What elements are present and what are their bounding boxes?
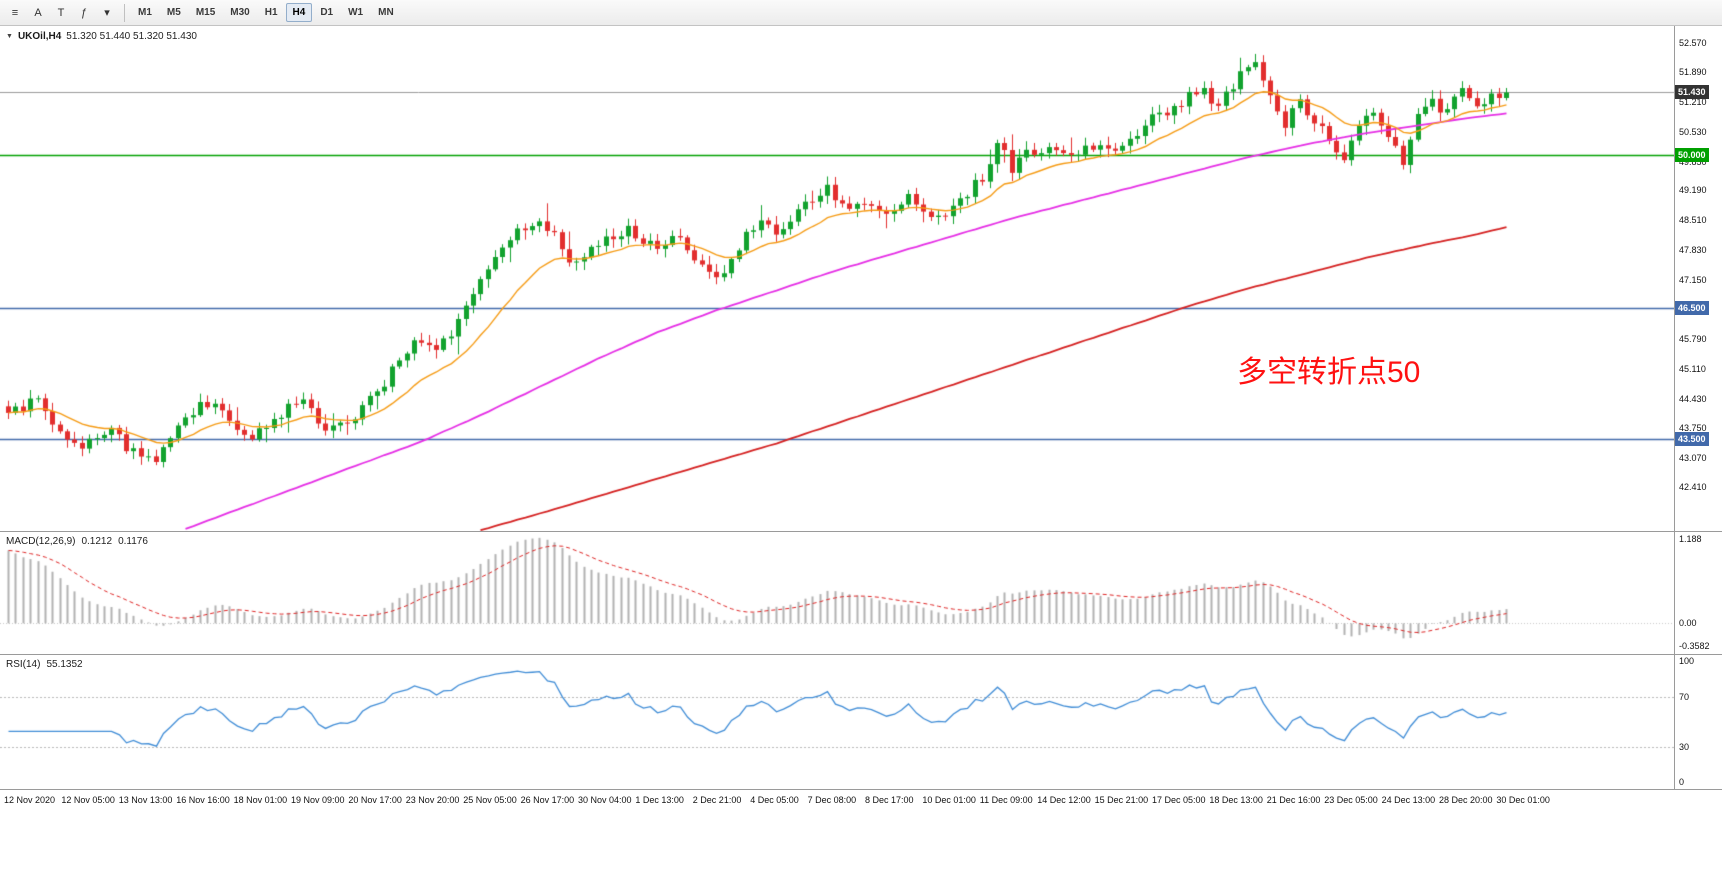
toolbar: ≡ A T ƒ ▾ M1 M5 M15 M30 H1 H4 D1 W1 MN <box>0 0 1722 26</box>
time-axis-label: 15 Dec 21:00 <box>1094 795 1149 805</box>
macd-name: MACD(12,26,9) <box>6 536 76 547</box>
macd-indicator-chart[interactable] <box>0 532 1674 653</box>
axis-tick-label: 1.188 <box>1679 534 1702 544</box>
axis-tick-label: 52.570 <box>1679 37 1707 48</box>
axis-tick-label: 0.00 <box>1679 618 1697 629</box>
time-axis-label: 10 Dec 01:00 <box>922 795 976 805</box>
timeframe-h1-button[interactable]: H1 <box>258 3 285 22</box>
rsi-indicator-label: RSI(14) 55.1352 <box>6 659 83 670</box>
toolbar-separator <box>124 3 125 22</box>
axis-tick-label: 44.430 <box>1679 393 1707 404</box>
time-axis-label: 14 Dec 12:00 <box>1037 795 1091 805</box>
macd-main-value: 0.1212 <box>81 536 113 547</box>
axis-tick-label: 100 <box>1679 656 1695 666</box>
time-axis-label: 1 Dec 13:00 <box>635 795 684 805</box>
time-axis-label: 24 Dec 13:00 <box>1381 795 1436 805</box>
time-axis-label: 7 Dec 08:00 <box>807 795 857 805</box>
axis-tick-label: 50.530 <box>1679 126 1707 137</box>
time-axis[interactable]: 12 Nov 2020 12 Nov 05:00 13 Nov 13:00 16 No… <box>0 789 1722 812</box>
time-axis-label: 21 Dec 16:00 <box>1266 795 1321 805</box>
macd-signal-value: 0.1176 <box>118 536 148 547</box>
time-axis-label: 19 Nov 09:00 <box>291 795 345 805</box>
level-badge-46500: 46.500 <box>1675 301 1709 315</box>
time-axis-label: 16 Nov 16:00 <box>176 795 230 805</box>
text-frame-icon[interactable]: T <box>50 3 72 23</box>
ohlc-values: 51.320 51.440 51.320 51.430 <box>66 31 197 42</box>
rsi-value: 55.1352 <box>46 659 83 670</box>
time-axis-label: 13 Nov 13:00 <box>118 795 173 805</box>
dropdown-caret-icon[interactable]: ▾ <box>96 3 118 23</box>
axis-tick-label: -0.3582 <box>1679 641 1710 651</box>
time-axis-label: 18 Nov 01:00 <box>233 795 288 805</box>
collapse-icon[interactable]: ▼ <box>6 33 13 40</box>
time-axis-label: 2 Dec 21:00 <box>692 795 742 805</box>
panel-separator-macd[interactable] <box>0 531 1722 532</box>
drawing-tools-group: ≡ A T ƒ ▾ <box>4 3 118 23</box>
axis-tick-label: 30 <box>1679 741 1690 752</box>
time-axis-label: 8 Dec 17:00 <box>865 795 914 805</box>
time-axis-label: 12 Nov 05:00 <box>61 795 115 805</box>
time-axis-label: 17 Dec 05:00 <box>1152 795 1206 805</box>
time-axis-label: 23 Nov 20:00 <box>405 795 460 805</box>
panel-separator-rsi[interactable] <box>0 654 1722 655</box>
price-axis[interactable]: 51.430 50.000 46.500 43.500 52.570 51.890… <box>1674 26 1722 789</box>
time-axis-label: 30 Dec 01:00 <box>1496 795 1550 805</box>
axis-tick-label: 70 <box>1679 691 1690 702</box>
macd-indicator-label: MACD(12,26,9) 0.1212 0.1176 <box>6 536 148 547</box>
axis-tick-label: 47.830 <box>1679 244 1707 255</box>
timeframe-h4-button[interactable]: H4 <box>285 3 313 22</box>
chart-cursor-icon[interactable]: ≡ <box>4 3 26 23</box>
axis-tick-label: 51.210 <box>1679 97 1707 108</box>
time-axis-label: 20 Nov 17:00 <box>348 795 402 805</box>
timeframe-d1-button[interactable]: D1 <box>313 3 340 22</box>
axis-tick-label: 43.070 <box>1679 452 1707 463</box>
axis-tick-label: 47.150 <box>1679 274 1707 285</box>
timeframe-mn-button[interactable]: MN <box>371 3 401 22</box>
time-axis-label: 30 Nov 04:00 <box>578 795 632 805</box>
level-badge-43500: 43.500 <box>1675 432 1709 447</box>
timeframe-w1-button[interactable]: W1 <box>341 3 370 22</box>
axis-tick-label: 51.890 <box>1679 67 1707 78</box>
indicators-icon[interactable]: ƒ <box>73 3 95 23</box>
time-axis-label: 11 Dec 09:00 <box>979 795 1033 805</box>
rsi-indicator-chart[interactable] <box>0 655 1674 788</box>
axis-tick-label: 42.410 <box>1679 481 1707 492</box>
rsi-name: RSI(14) <box>6 659 41 670</box>
time-axis-label: 23 Dec 05:00 <box>1324 795 1378 805</box>
timeframe-m1-button[interactable]: M1 <box>131 3 159 22</box>
time-axis-label: 12 Nov 2020 <box>4 795 56 805</box>
time-axis-label: 4 Dec 05:00 <box>750 795 799 805</box>
timeframe-toolbar: M1 M5 M15 M30 H1 H4 D1 W1 MN <box>131 3 401 22</box>
time-axis-label: 26 Nov 17:00 <box>520 795 575 805</box>
chart-annotation[interactable]: 多空转折点50 <box>1237 356 1421 389</box>
timeframe-m30-button[interactable]: M30 <box>223 3 256 22</box>
axis-tick-label: 48.510 <box>1679 215 1707 226</box>
level-badge-50000: 50.000 <box>1675 147 1709 162</box>
chart-title: ▼ UKOil,H4 51.320 51.440 51.320 51.430 <box>6 31 197 42</box>
axis-tick-label: 43.750 <box>1679 423 1707 434</box>
time-axis-label: 25 Nov 05:00 <box>463 795 517 805</box>
timeframe-m5-button[interactable]: M5 <box>160 3 188 22</box>
text-label-icon[interactable]: A <box>27 3 49 23</box>
current-price-badge: 51.430 <box>1675 85 1709 100</box>
axis-tick-label: 45.110 <box>1679 363 1706 374</box>
symbol-timeframe-label: UKOil,H4 <box>17 31 62 42</box>
time-axis-label: 18 Dec 13:00 <box>1209 795 1263 805</box>
axis-tick-label: 0 <box>1679 777 1685 787</box>
time-axis-label: 28 Dec 20:00 <box>1439 795 1493 805</box>
axis-tick-label: 45.790 <box>1679 334 1707 345</box>
timeframe-m15-button[interactable]: M15 <box>189 3 222 22</box>
main-price-chart[interactable] <box>0 26 1674 531</box>
axis-tick-label: 49.190 <box>1679 185 1707 196</box>
